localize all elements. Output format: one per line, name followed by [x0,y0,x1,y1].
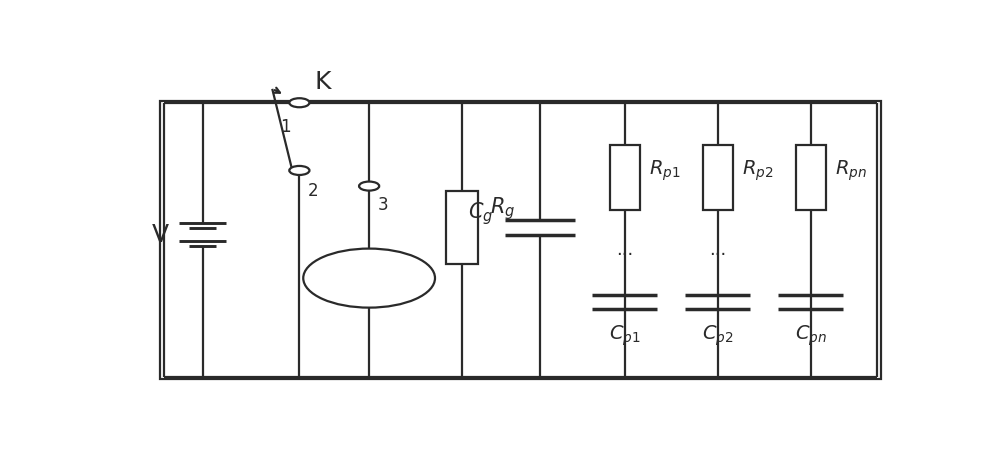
Text: K: K [314,70,331,94]
Text: $C_{pn}$: $C_{pn}$ [795,323,827,348]
Bar [160,101,881,379]
Circle shape [359,182,379,191]
Circle shape [289,98,309,107]
Bar [703,145,733,210]
Text: ...: ... [709,241,726,259]
Text: $C_{p2}$: $C_{p2}$ [702,323,734,348]
Bar [796,145,826,210]
Text: 1: 1 [280,118,291,136]
Bar [610,145,640,210]
Text: $R_{pn}$: $R_{pn}$ [835,158,867,183]
Text: 2: 2 [308,182,319,200]
Text: $C_g$: $C_g$ [468,200,493,227]
Text: $C_{p1}$: $C_{p1}$ [609,323,641,348]
Text: $R_{p2}$: $R_{p2}$ [742,158,773,183]
Text: M: M [360,268,379,288]
Text: $R_{p1}$: $R_{p1}$ [649,158,680,183]
Text: $R_g$: $R_g$ [490,195,515,222]
Circle shape [289,166,309,175]
Text: V: V [151,223,168,247]
Text: 3: 3 [378,196,388,214]
Bar [446,191,478,264]
Text: ...: ... [616,241,634,259]
Circle shape [303,249,435,308]
